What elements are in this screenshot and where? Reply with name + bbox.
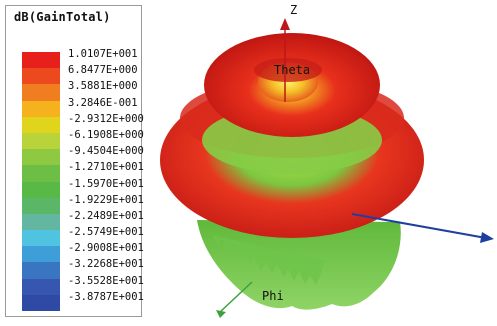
z-axis-arrowhead (280, 18, 290, 30)
legend-tick-label: -2.9008E+001 (68, 242, 144, 255)
legend-swatch (22, 278, 60, 295)
legend-tick-label: 1.0107E+001 (68, 48, 138, 60)
legend-tick-labels: 1.0107E+001 6.8477E+000 3.5881E+000 3.2846E… (68, 46, 144, 305)
legend-swatch (22, 246, 60, 263)
legend-swatch (22, 165, 60, 182)
legend-tick-label: -3.5528E+001 (68, 274, 144, 287)
legend-tick-label: 6.8477E+000 (68, 64, 138, 77)
theta-label: Theta (274, 63, 310, 77)
legend-tick-label: 3.2846E-001 (68, 96, 138, 109)
upper-torus-hole-shadow (254, 58, 322, 82)
phi-label: Phi (262, 289, 284, 303)
legend-swatch (22, 213, 60, 231)
legend-tick-label: -3.2268E+001 (68, 258, 144, 271)
legend-tick-label: -1.5970E+001 (68, 177, 144, 190)
legend-swatch (22, 100, 60, 117)
legend-swatches (22, 52, 60, 311)
legend-swatch (22, 68, 60, 85)
legend-swatch (22, 181, 60, 198)
legend-swatch (22, 230, 60, 247)
legend-tick-label: 3.5881E+000 (68, 80, 138, 93)
legend-swatch (22, 116, 60, 133)
x-axis-line (351, 213, 487, 239)
legend-tick-label: -9.4504E+000 (68, 145, 144, 158)
radiation-pattern-view[interactable]: Z Theta Phi (142, 0, 497, 322)
legend-title: dB(GainTotal) (14, 10, 111, 24)
legend-swatch (22, 262, 60, 279)
legend-swatch (22, 294, 60, 311)
y-axis-line (219, 281, 253, 313)
z-axis-label: Z (290, 3, 297, 17)
legend-tick-label: -2.2489E+001 (68, 209, 144, 222)
legend-swatch (22, 52, 60, 69)
lower-jagged-lobe (212, 235, 325, 285)
x-axis-arrowhead (480, 232, 494, 243)
legend-swatch (22, 132, 60, 150)
legend-tick-label: -2.9312E+000 (68, 112, 144, 125)
legend-tick-label: -6.1908E+000 (68, 128, 144, 141)
y-axis-arrowhead (216, 310, 226, 318)
legend-tick-label: -1.2710E+001 (68, 161, 144, 174)
legend-swatch (22, 149, 60, 166)
legend-tick-label: -2.5749E+001 (68, 226, 144, 239)
legend-tick-label: -1.9229E+001 (68, 193, 144, 206)
legend-swatch (22, 197, 60, 214)
radiation-pattern-3d[interactable]: Z Theta Phi (142, 0, 497, 322)
color-legend: dB(GainTotal) 1.0107E+001 6.8477E+000 3.58… (5, 5, 144, 317)
legend-tick-label: -3.8787E+001 (68, 290, 144, 303)
legend-swatch (22, 84, 60, 101)
